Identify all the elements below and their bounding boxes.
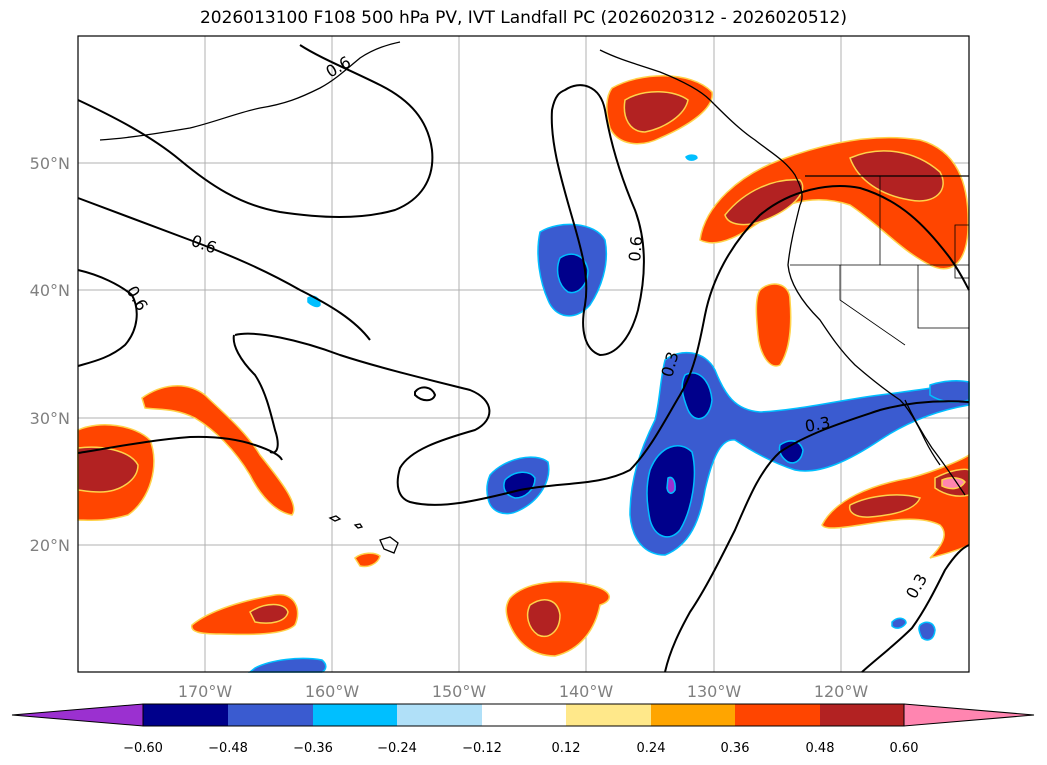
colorbar-segment — [228, 704, 313, 726]
negative-anomaly-fills — [247, 154, 970, 673]
contour-label: 0.3 — [803, 413, 831, 436]
colorbar-tick: 0.48 — [806, 741, 835, 756]
colorbar-tick: 0.12 — [552, 741, 581, 756]
positive-anomaly-fills — [77, 75, 970, 657]
lat-labels: 50°N 40°N 30°N 20°N — [30, 154, 70, 555]
lon-label: 140°W — [559, 682, 614, 701]
colorbar-tick: 0.60 — [890, 741, 919, 756]
colorbar-tick: 0.36 — [721, 741, 750, 756]
lon-label: 160°W — [305, 682, 360, 701]
colorbar-tick: −0.36 — [293, 741, 333, 756]
colorbar-tick: −0.60 — [123, 741, 163, 756]
colorbar-extend-max — [903, 703, 1035, 727]
colorbar-tick: −0.48 — [208, 741, 248, 756]
pv-contours — [77, 44, 970, 673]
colorbar-extend-min — [11, 703, 144, 727]
lon-label: 130°W — [687, 682, 742, 701]
colorbar-segment — [397, 704, 482, 726]
lon-label: 120°W — [814, 682, 869, 701]
coastlines — [99, 41, 970, 554]
lat-label: 20°N — [30, 536, 70, 555]
chart-title: 2026013100 F108 500 hPa PV, IVT Landfall… — [199, 8, 847, 28]
colorbar-segment — [313, 704, 397, 726]
lat-label: 30°N — [30, 409, 70, 428]
contour-label: 0.6 — [625, 235, 646, 262]
colorbar-segment — [566, 704, 651, 726]
map-frame — [77, 35, 970, 673]
lon-labels: 170°W 160°W 150°W 140°W 130°W 120°W — [178, 682, 869, 701]
lon-label: 150°W — [432, 682, 487, 701]
colorbar-segment — [143, 704, 228, 726]
colorbar-segment — [482, 704, 566, 726]
lon-label: 170°W — [178, 682, 233, 701]
colorbar-tick: 0.24 — [637, 741, 666, 756]
colorbar-segment — [735, 704, 820, 726]
colorbar-segment — [820, 704, 904, 726]
colorbar-outline — [142, 703, 905, 727]
colorbar: −0.60 −0.48 −0.36 −0.24 −0.12 0.12 0.24 … — [11, 703, 1035, 756]
lat-label: 40°N — [30, 281, 70, 300]
colorbar-tick: −0.12 — [462, 741, 502, 756]
colorbar-tick: −0.24 — [377, 741, 417, 756]
map-background — [78, 36, 969, 672]
lat-label: 50°N — [30, 154, 70, 173]
colorbar-segment — [651, 704, 735, 726]
